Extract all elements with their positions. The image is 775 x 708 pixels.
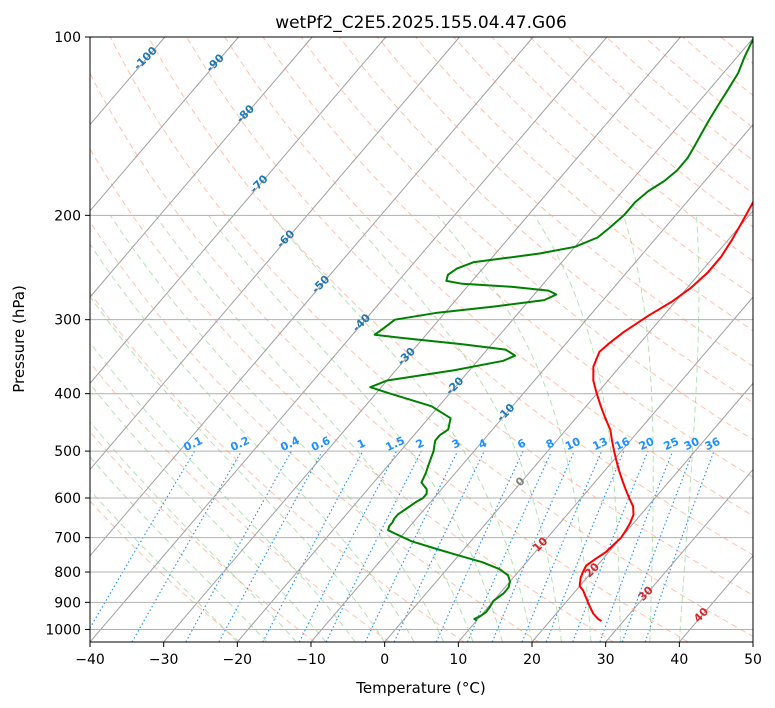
isotherm-line xyxy=(90,37,387,385)
mixing-ratio-label: 30 xyxy=(682,435,702,453)
mixing-ratio-line xyxy=(621,450,694,642)
dry-adiabat xyxy=(90,220,540,642)
plot-area: 0.1 0.2 0.4 0.6 1 1.5 2 3 4 6 8 10 13 16 20 25 30 36-100-… xyxy=(90,37,753,642)
y-tick-label: 300 xyxy=(54,313,81,329)
x-tick-label: 10 xyxy=(449,652,467,668)
x-tick-label: −10 xyxy=(296,652,326,668)
y-tick-label: 700 xyxy=(54,531,81,547)
plot-frame xyxy=(89,36,754,643)
isotherm-line xyxy=(384,210,753,642)
dry-adiabat xyxy=(415,37,753,332)
mixing-ratio-label: 13 xyxy=(591,435,610,453)
dry-adiabat xyxy=(90,361,390,642)
x-tick-label: −20 xyxy=(223,652,253,668)
dry-adiabat xyxy=(148,37,753,596)
moist-adiabat xyxy=(623,215,654,642)
mixing-ratio-label: 16 xyxy=(613,435,633,453)
moist-adiabat xyxy=(678,215,700,642)
dry-adiabat xyxy=(262,37,753,478)
moist-adiabat xyxy=(90,456,268,642)
isotherm-line xyxy=(90,37,239,212)
moist-adiabat xyxy=(90,383,327,642)
y-tick-label: 600 xyxy=(54,491,81,507)
y-tick-label: 800 xyxy=(54,565,81,581)
moist-adiabat xyxy=(109,215,445,642)
isotherm-line xyxy=(236,37,753,642)
isotherm-line xyxy=(310,123,753,642)
isotherm-line xyxy=(457,296,753,642)
y-tick-label: 1000 xyxy=(45,622,81,638)
dry-adiabat xyxy=(453,37,753,297)
isotherm-line xyxy=(90,37,460,471)
isotherm-line xyxy=(90,37,534,557)
x-tick-label: −40 xyxy=(75,652,105,668)
moist-adiabat xyxy=(154,215,474,642)
mixing-ratio-lines xyxy=(90,450,715,642)
y-axis-ticks: 100 200 300 400 500 600 700 800 900 1000 xyxy=(45,30,90,638)
moist-adiabat xyxy=(271,214,533,642)
moist-adiabat xyxy=(207,214,503,642)
x-axis-title: Temperature (°C) xyxy=(355,679,485,697)
isotherm-line xyxy=(605,468,753,642)
dry-adiabat xyxy=(224,37,753,517)
dry-adiabat xyxy=(90,431,316,642)
y-tick-label: 100 xyxy=(54,30,81,46)
mixing-ratio-label: 20 xyxy=(637,435,657,453)
mixing-ratio-line xyxy=(466,450,553,642)
x-tick-label: 20 xyxy=(523,652,541,668)
moist-adiabat xyxy=(90,243,415,642)
mixing-ratio-label: 25 xyxy=(662,435,681,453)
y-tick-label: 400 xyxy=(54,387,81,403)
mixing-ratio-line xyxy=(599,450,674,642)
sounding-profiles xyxy=(369,37,753,622)
mixing-ratio-line xyxy=(185,450,292,642)
isotherm-line xyxy=(90,37,608,642)
mixing-ratio-line xyxy=(545,450,625,642)
mixing-ratio-line xyxy=(218,450,323,642)
temperature-profile xyxy=(578,200,753,622)
mixing-ratio-label: 10 xyxy=(563,435,583,453)
x-tick-label: −30 xyxy=(149,652,179,668)
mixing-ratio-line xyxy=(572,450,649,642)
moist-adiabat xyxy=(90,420,297,642)
x-tick-label: 40 xyxy=(670,652,688,668)
x-axis-ticks: −40 −30 −20 −10 0 10 20 30 40 50 xyxy=(75,642,762,668)
chart-title: wetPf2_C2E5.2025.155.04.47.G06 xyxy=(275,13,567,33)
moist-adiabat xyxy=(533,215,621,642)
dry-adiabat xyxy=(90,291,465,642)
dry-adiabats xyxy=(90,37,753,642)
dry-adiabat xyxy=(90,148,614,642)
dry-adiabat xyxy=(90,72,689,642)
isotherm-line xyxy=(90,37,313,298)
y-tick-label: 900 xyxy=(54,595,81,611)
x-tick-label: 30 xyxy=(597,652,615,668)
dry-adiabat xyxy=(186,37,753,556)
mixing-ratio-line xyxy=(521,450,603,642)
y-tick-label: 200 xyxy=(54,208,81,224)
mixing-ratio-label: 36 xyxy=(703,435,723,453)
moist-adiabat xyxy=(90,489,238,642)
moist-adiabat xyxy=(90,295,386,642)
y-axis-title: Pressure (hPa) xyxy=(10,285,28,393)
dry-adiabat xyxy=(300,37,753,441)
dry-adiabat xyxy=(90,500,241,642)
x-tick-label: 50 xyxy=(744,652,762,668)
x-tick-label: 0 xyxy=(380,652,389,668)
y-tick-label: 500 xyxy=(54,444,81,460)
dewpoint-profile xyxy=(369,37,753,622)
mixing-ratio-line xyxy=(644,450,715,642)
mixing-ratio-line xyxy=(325,450,422,642)
